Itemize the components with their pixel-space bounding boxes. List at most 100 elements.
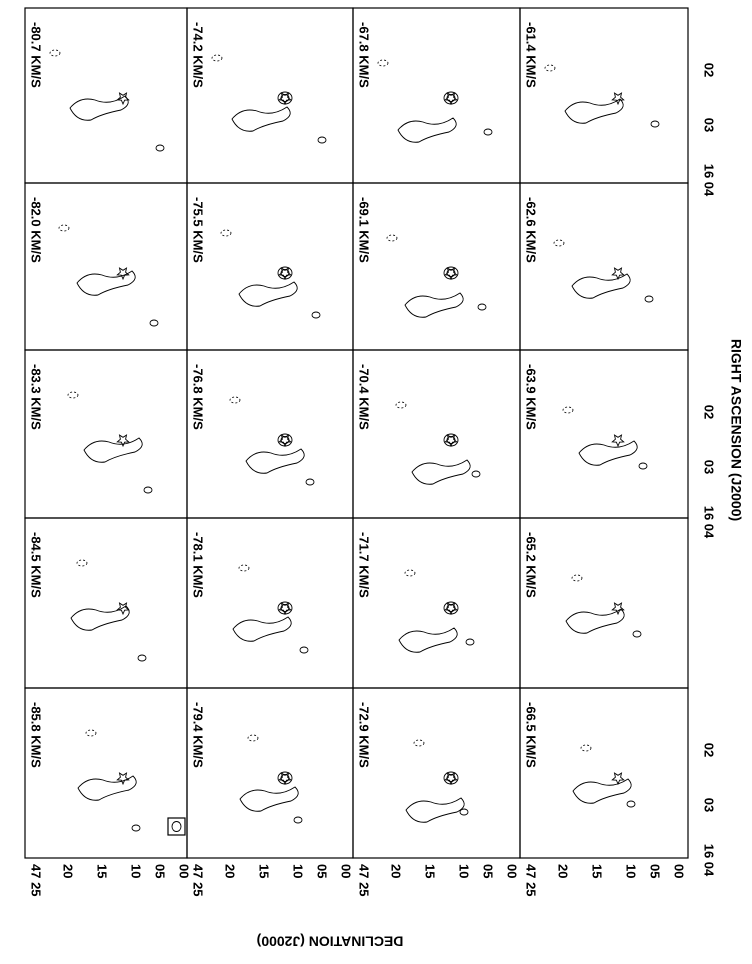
noise-contour bbox=[49, 49, 61, 57]
noise-contour bbox=[571, 574, 583, 582]
star-marker bbox=[278, 602, 292, 616]
panel-frame bbox=[24, 349, 188, 519]
star-marker bbox=[444, 434, 458, 448]
noise-contour bbox=[377, 59, 389, 67]
panel-frame bbox=[519, 349, 689, 519]
dec-tick-label: 47 25 bbox=[524, 864, 539, 897]
dec-tick-label: 20 bbox=[223, 864, 238, 878]
channel-label: -85.8 KM/S bbox=[29, 702, 44, 768]
emission-contour bbox=[578, 440, 638, 466]
star-marker bbox=[444, 772, 458, 786]
panel-frame bbox=[186, 349, 354, 519]
dec-tick-label: 20 bbox=[389, 864, 404, 878]
emission-contour bbox=[70, 605, 130, 631]
channel-label: -84.5 KM/S bbox=[29, 532, 44, 598]
emission-contour bbox=[245, 448, 305, 474]
channel-label: -78.1 KM/S bbox=[191, 532, 206, 598]
channel-label: -83.3 KM/S bbox=[29, 364, 44, 430]
noise-contour bbox=[632, 630, 642, 638]
channel-label: -66.5 KM/S bbox=[524, 702, 539, 768]
ra-tick-label: 03 bbox=[702, 798, 717, 812]
noise-contour bbox=[386, 234, 398, 242]
star-marker bbox=[611, 772, 625, 786]
ra-tick-label: 02 bbox=[702, 405, 717, 419]
dec-tick-label: 05 bbox=[153, 864, 168, 878]
dec-tick-label: 15 bbox=[423, 864, 438, 878]
noise-contour bbox=[131, 824, 141, 832]
noise-contour bbox=[311, 311, 321, 319]
noise-contour bbox=[544, 64, 556, 72]
noise-contour bbox=[299, 646, 309, 654]
noise-contour bbox=[580, 744, 592, 752]
emission-contour bbox=[398, 627, 458, 653]
dec-tick-label: 00 bbox=[672, 864, 687, 878]
panel-frame bbox=[24, 687, 188, 859]
noise-contour bbox=[137, 654, 147, 662]
noise-contour bbox=[471, 470, 481, 478]
channel-label: -63.9 KM/S bbox=[524, 364, 539, 430]
noise-contour bbox=[459, 808, 469, 816]
channel-label: -71.7 KM/S bbox=[357, 532, 372, 598]
noise-contour bbox=[247, 734, 259, 742]
noise-contour bbox=[76, 559, 88, 567]
star-marker bbox=[444, 267, 458, 281]
noise-contour bbox=[58, 224, 70, 232]
panel-frame bbox=[186, 7, 354, 184]
noise-contour bbox=[305, 478, 315, 486]
noise-contour bbox=[293, 816, 303, 824]
star-marker bbox=[611, 602, 625, 616]
noise-contour bbox=[404, 569, 416, 577]
dec-tick-label: 00 bbox=[177, 864, 192, 878]
panel-frame bbox=[352, 7, 521, 184]
emission-contour bbox=[411, 459, 471, 485]
dec-tick-label: 47 25 bbox=[357, 864, 372, 897]
channel-label: -76.8 KM/S bbox=[191, 364, 206, 430]
emission-contour bbox=[572, 778, 632, 804]
emission-contour bbox=[69, 95, 129, 121]
noise-contour bbox=[650, 120, 660, 128]
star-marker bbox=[278, 772, 292, 786]
panel-frame bbox=[352, 687, 521, 859]
star-marker bbox=[611, 434, 625, 448]
channel-label: -79.4 KM/S bbox=[191, 702, 206, 768]
source-contour bbox=[443, 266, 459, 280]
source-contour bbox=[277, 91, 293, 105]
noise-contour bbox=[644, 295, 654, 303]
emission-contour bbox=[83, 437, 143, 463]
star-marker bbox=[116, 772, 130, 786]
dec-tick-label: 15 bbox=[95, 864, 110, 878]
source-contour bbox=[443, 433, 459, 447]
dec-tick-label: 05 bbox=[481, 864, 496, 878]
star-marker bbox=[116, 602, 130, 616]
noise-contour bbox=[483, 128, 493, 136]
dec-tick-label: 05 bbox=[648, 864, 663, 878]
panel-frame bbox=[186, 517, 354, 689]
noise-contour bbox=[85, 729, 97, 737]
noise-contour bbox=[211, 54, 223, 62]
noise-contour bbox=[143, 486, 153, 494]
emission-contour bbox=[239, 786, 299, 812]
source-contour bbox=[443, 91, 459, 105]
emission-contour bbox=[77, 775, 137, 801]
noise-contour bbox=[395, 401, 407, 409]
dec-tick-label: 15 bbox=[590, 864, 605, 878]
ra-tick-label: 03 bbox=[702, 118, 717, 132]
emission-contour bbox=[571, 273, 631, 299]
noise-contour bbox=[238, 564, 250, 572]
emission-contour bbox=[397, 117, 457, 143]
dec-tick-label: 10 bbox=[457, 864, 472, 878]
dec-tick-label: 10 bbox=[624, 864, 639, 878]
panel-frame bbox=[24, 182, 188, 351]
noise-contour bbox=[149, 319, 159, 327]
dec-tick-label: 00 bbox=[505, 864, 520, 878]
star-marker bbox=[444, 92, 458, 106]
emission-contour bbox=[564, 98, 624, 124]
channel-label: -70.4 KM/S bbox=[357, 364, 372, 430]
dec-tick-label: 47 25 bbox=[191, 864, 206, 897]
star-marker bbox=[278, 267, 292, 281]
dec-tick-label: 20 bbox=[556, 864, 571, 878]
dec-tick-label: 20 bbox=[61, 864, 76, 878]
noise-contour bbox=[317, 136, 327, 144]
star-marker bbox=[278, 434, 292, 448]
source-contour bbox=[443, 601, 459, 615]
